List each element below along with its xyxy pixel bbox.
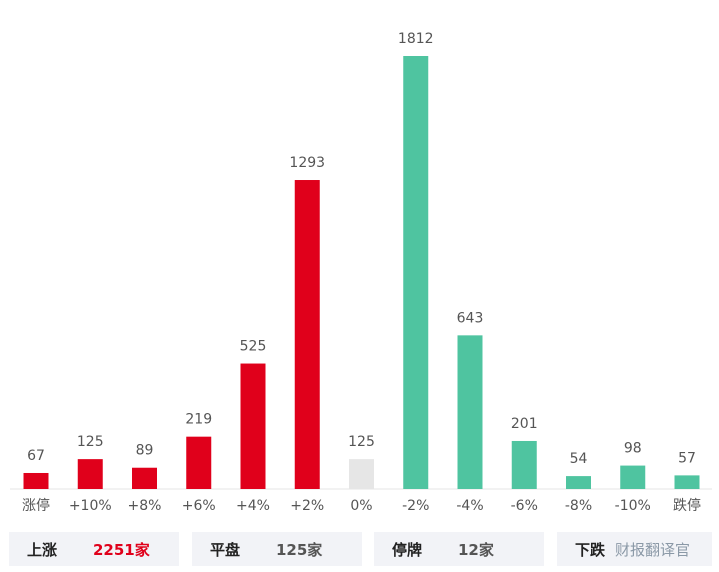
watermark: 财报翻译官 <box>615 540 691 559</box>
value-labels-group: 67 125 89 219 525 1293 125 1812 643 201 54 98 57 <box>27 31 696 467</box>
value-label-0: 67 <box>27 448 45 464</box>
summary-bar: 上涨 2251家 平盘 125家 停牌 12家 下跌 财报翻译官 <box>0 532 719 566</box>
value-label-7: 1812 <box>398 31 434 47</box>
stat-up: 上涨 2251家 <box>9 532 179 566</box>
stat-down-label: 下跌 <box>575 540 606 559</box>
bar-8 <box>457 335 483 489</box>
category-label-2: +8% <box>128 498 162 514</box>
bar-4 <box>240 363 266 489</box>
bar-7 <box>403 56 429 489</box>
stat-down: 下跌 财报翻译官 <box>557 532 712 566</box>
value-label-4: 525 <box>240 339 267 355</box>
bar-10 <box>566 476 591 489</box>
bar-0 <box>23 472 49 489</box>
value-label-12: 57 <box>678 450 696 466</box>
bar-1 <box>77 459 103 489</box>
stat-flat-value: 125家 <box>276 540 323 559</box>
stat-flat: 平盘 125家 <box>192 532 362 566</box>
stat-suspended-value: 12家 <box>458 540 494 559</box>
value-label-6: 125 <box>348 434 375 450</box>
value-label-8: 643 <box>457 310 484 326</box>
bar-11 <box>620 465 646 489</box>
category-label-6: 0% <box>350 498 372 514</box>
value-label-10: 54 <box>570 451 588 467</box>
stat-up-value: 2251家 <box>93 540 150 559</box>
category-label-3: +6% <box>182 498 216 514</box>
category-labels-group: 涨停 +10% +8% +6% +4% +2% 0% -2% -4% -6% -8% -10% 跌停 <box>22 497 701 514</box>
category-label-0: 涨停 <box>22 497 50 514</box>
value-label-1: 125 <box>77 434 104 450</box>
stat-suspended-label: 停牌 <box>392 540 423 559</box>
category-label-5: +2% <box>290 498 324 514</box>
bar-5 <box>294 180 320 489</box>
category-label-1: +10% <box>69 498 112 514</box>
stat-suspended: 停牌 12家 <box>374 532 544 566</box>
bar-chart: 67 125 89 219 525 1293 125 1812 643 201 54 98 57 涨停 +… <box>10 31 712 514</box>
bar-3 <box>186 436 212 489</box>
stat-flat-label: 平盘 <box>210 540 241 559</box>
category-label-8: -4% <box>456 498 483 514</box>
category-label-12: 跌停 <box>673 497 701 514</box>
bar-6 <box>349 459 374 489</box>
category-label-10: -8% <box>565 498 592 514</box>
value-label-9: 201 <box>511 416 538 432</box>
category-label-7: -2% <box>402 498 429 514</box>
bars-group <box>23 56 700 489</box>
value-label-5: 1293 <box>289 155 325 171</box>
stat-up-label: 上涨 <box>27 540 58 559</box>
category-label-9: -6% <box>511 498 538 514</box>
value-label-11: 98 <box>624 441 642 457</box>
category-label-4: +4% <box>236 498 270 514</box>
value-label-2: 89 <box>136 443 154 459</box>
bar-9 <box>511 440 537 489</box>
value-label-3: 219 <box>185 412 212 428</box>
category-label-11: -10% <box>615 498 651 514</box>
bar-2 <box>132 467 157 489</box>
bar-12 <box>674 475 700 489</box>
